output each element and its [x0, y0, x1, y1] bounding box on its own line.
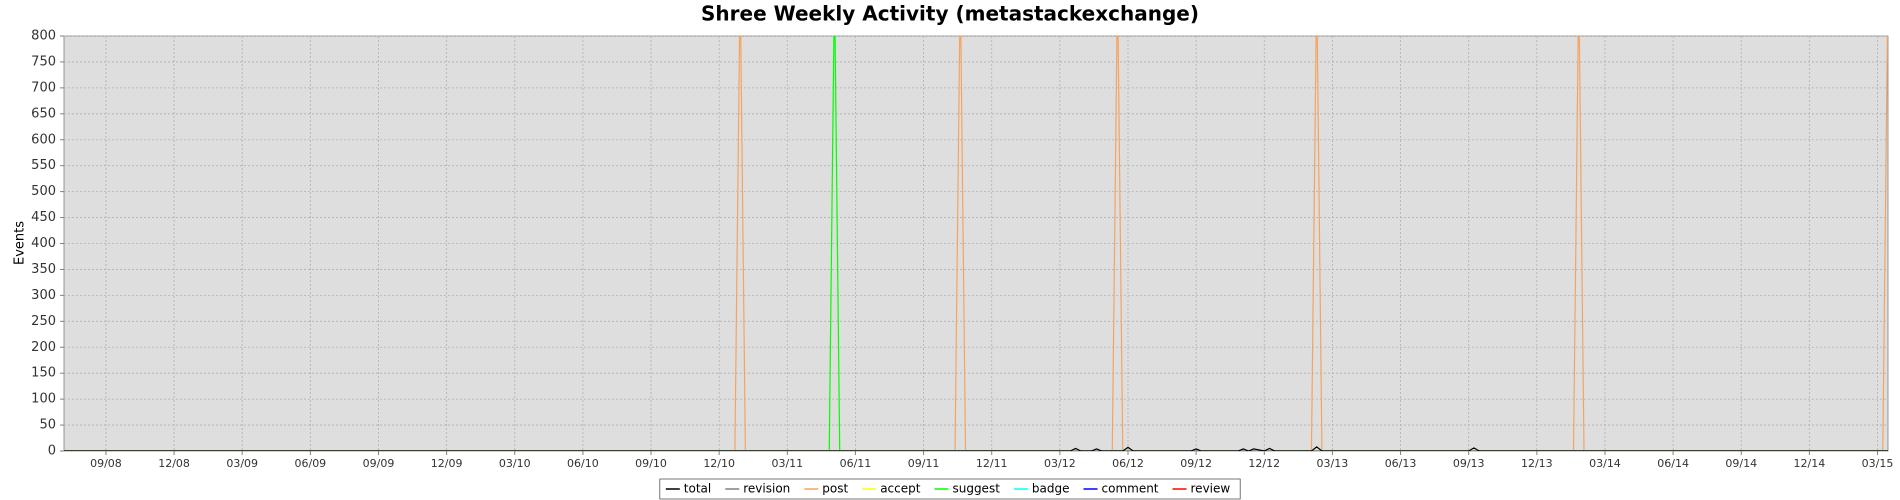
y-tick-label: 100	[31, 392, 56, 407]
legend-label: review	[1191, 482, 1231, 496]
y-axis-label: Events	[13, 221, 28, 265]
x-tick-label: 06/12	[1112, 457, 1144, 470]
x-tick-label: 09/09	[363, 457, 395, 470]
y-tick-label: 400	[31, 236, 56, 251]
legend-label: revision	[743, 482, 790, 496]
x-tick-label: 09/11	[908, 457, 940, 470]
x-tick-label: 12/08	[158, 457, 190, 470]
series-line	[64, 36, 1888, 451]
y-tick-label: 600	[31, 132, 56, 147]
legend-label: suggest	[952, 482, 1000, 496]
y-tick-label: 150	[31, 366, 56, 381]
y-tick-label: 350	[31, 262, 56, 277]
y-tick-label: 250	[31, 314, 56, 329]
x-tick-label: 12/14	[1794, 457, 1826, 470]
x-tick-label: 03/15	[1862, 457, 1894, 470]
y-tick-label: 750	[31, 54, 56, 69]
x-tick-label: 12/13	[1521, 457, 1553, 470]
x-tick-label: 03/13	[1317, 457, 1349, 470]
y-tick-label: 650	[31, 106, 56, 121]
y-tick-label: 800	[31, 29, 56, 44]
y-tick-label: 0	[48, 444, 56, 459]
y-tick-label: 50	[39, 418, 56, 433]
x-tick-label: 12/09	[431, 457, 463, 470]
legend-label: post	[822, 482, 848, 496]
y-tick-label: 550	[31, 158, 56, 173]
x-tick-label: 06/09	[294, 457, 326, 470]
plot-series	[64, 36, 1888, 451]
x-tick-label: 03/12	[1044, 457, 1076, 470]
legend-label: accept	[880, 482, 921, 496]
y-tick-label: 200	[31, 340, 56, 355]
x-tick-label: 03/14	[1589, 457, 1621, 470]
y-tick-label: 700	[31, 80, 56, 95]
x-tick-label: 06/13	[1385, 457, 1417, 470]
legend-label: badge	[1032, 482, 1070, 496]
legend-label: comment	[1102, 482, 1159, 496]
x-tick-label: 09/12	[1180, 457, 1212, 470]
x-tick-label: 03/09	[226, 457, 258, 470]
x-tick-label: 09/08	[90, 457, 122, 470]
x-tick-label: 06/14	[1657, 457, 1689, 470]
x-tick-label: 03/11	[771, 457, 803, 470]
x-tick-label: 09/13	[1453, 457, 1485, 470]
x-tick-label: 12/12	[1248, 457, 1280, 470]
x-tick-label: 06/10	[567, 457, 599, 470]
y-tick-label: 300	[31, 288, 56, 303]
series-line	[64, 446, 1888, 451]
legend: total revision post accept suggest badge comme…	[659, 478, 1241, 500]
x-tick-label: 03/10	[499, 457, 531, 470]
y-tick-label: 500	[31, 184, 56, 199]
x-tick-label: 06/11	[840, 457, 872, 470]
x-tick-label: 09/10	[635, 457, 667, 470]
y-tick-label: 450	[31, 210, 56, 225]
x-tick-label: 09/14	[1725, 457, 1757, 470]
legend-label: total	[684, 482, 711, 496]
legend-box	[659, 478, 1241, 500]
x-tick-label: 12/11	[976, 457, 1008, 470]
x-tick-label: 12/10	[703, 457, 735, 470]
chart-title: Shree Weekly Activity (metastackexchange…	[701, 2, 1199, 26]
